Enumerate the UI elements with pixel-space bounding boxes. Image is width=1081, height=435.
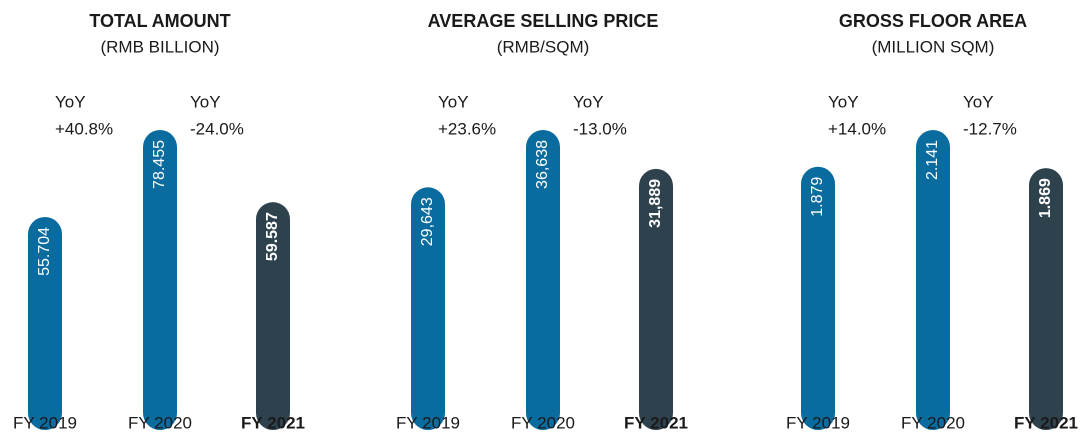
bar: [256, 202, 290, 430]
bar: [801, 166, 835, 430]
bar: [916, 130, 950, 430]
category-label: FY 2019: [13, 413, 77, 432]
category-label: FY 2019: [396, 413, 460, 432]
bar: [143, 130, 177, 430]
value-label: 1.879: [809, 177, 826, 217]
chart-title: GROSS FLOOR AREA: [839, 11, 1027, 31]
yoy-annotation: +40.8%: [55, 119, 113, 138]
value-label: 2.141: [924, 140, 941, 180]
chart-subtitle: (RMB/SQM): [497, 37, 590, 56]
chart-title: AVERAGE SELLING PRICE: [428, 11, 659, 31]
value-label: 29,643: [419, 197, 436, 246]
yoy-annotation: -13.0%: [573, 119, 627, 138]
value-label: 78.455: [151, 140, 168, 189]
yoy-annotation: YoY: [438, 92, 469, 111]
yoy-annotation: +14.0%: [828, 119, 886, 138]
value-label: 55.704: [36, 227, 53, 276]
category-label: FY 2020: [511, 413, 575, 432]
yoy-annotation: YoY: [963, 92, 994, 111]
bar: [411, 187, 445, 430]
yoy-annotation: -24.0%: [190, 119, 244, 138]
chart-subtitle: (MILLION SQM): [872, 37, 995, 56]
value-label: 31,889: [647, 179, 664, 228]
value-label: 1.869: [1037, 178, 1054, 218]
chart-title: TOTAL AMOUNT: [89, 11, 230, 31]
bar: [28, 216, 62, 430]
bar: [526, 130, 560, 430]
yoy-annotation: YoY: [55, 92, 86, 111]
bar: [639, 168, 673, 430]
bar: [1029, 168, 1063, 430]
yoy-annotation: YoY: [190, 92, 221, 111]
category-label: FY 2020: [901, 413, 965, 432]
category-label: FY 2019: [786, 413, 850, 432]
category-label: FY 2021: [241, 413, 305, 432]
value-label: 59.587: [264, 212, 281, 261]
yoy-annotation: YoY: [573, 92, 604, 111]
category-label: FY 2021: [1014, 413, 1078, 432]
category-label: FY 2020: [128, 413, 192, 432]
category-label: FY 2021: [624, 413, 688, 432]
value-label: 36,638: [534, 140, 551, 189]
yoy-annotation: +23.6%: [438, 119, 496, 138]
yoy-annotation: -12.7%: [963, 119, 1017, 138]
chart-subtitle: (RMB BILLION): [100, 37, 219, 56]
yoy-annotation: YoY: [828, 92, 859, 111]
